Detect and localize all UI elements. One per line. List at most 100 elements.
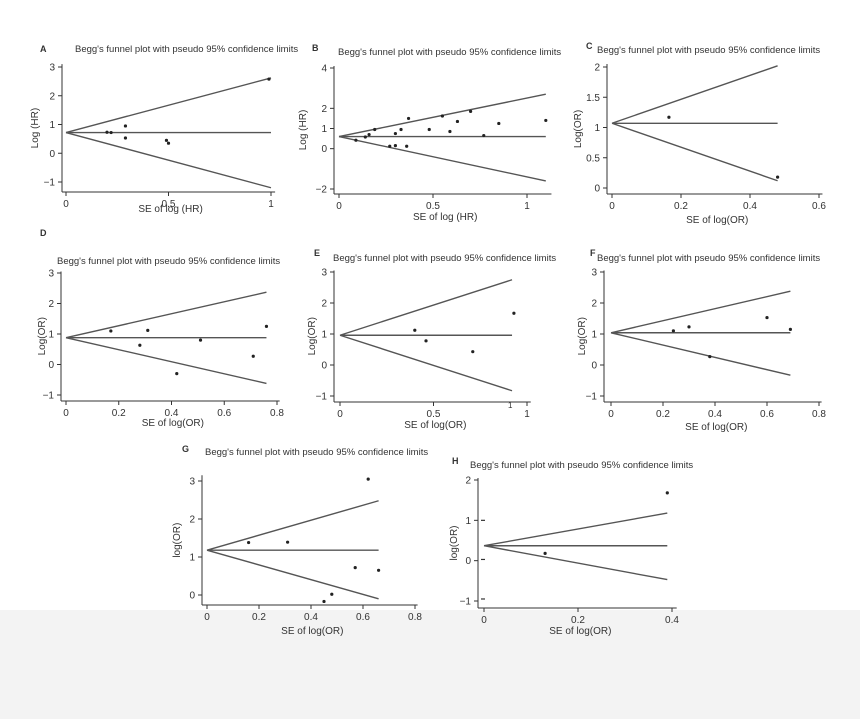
study-point <box>776 175 780 179</box>
y-tick-label: 0 <box>321 144 327 155</box>
x-tick-label: 0.2 <box>674 201 688 212</box>
x-tick-label: 0.2 <box>656 409 670 420</box>
y-tick-label: 2 <box>591 299 597 310</box>
y-tick-label: 1 <box>591 330 597 341</box>
y-tick-label: 1 <box>48 330 54 341</box>
study-point <box>322 599 326 604</box>
panel-label: A <box>40 44 47 54</box>
panel-label: G <box>182 444 189 454</box>
study-point <box>708 355 712 359</box>
y-axis-label: log(OR) <box>172 523 183 558</box>
x-tick-label: 0 <box>63 408 69 419</box>
study-point <box>455 119 460 124</box>
study-point <box>406 116 411 121</box>
study-point <box>665 491 669 495</box>
x-tick-label: 0.6 <box>760 409 774 420</box>
panel-label: F <box>590 248 596 258</box>
study-point <box>105 130 109 134</box>
y-tick-label: 1 <box>189 553 195 564</box>
study-point <box>264 324 269 328</box>
upper-confidence-limit <box>65 77 272 134</box>
panel-a: A Begg's funnel plot with pseudo 95% conf… <box>30 44 298 215</box>
study-point <box>765 315 769 320</box>
study-point <box>363 135 367 139</box>
y-tick-label: 0 <box>48 360 54 371</box>
x-tick-label: 0 <box>63 199 69 210</box>
study-point <box>267 77 271 81</box>
study-point <box>286 540 290 544</box>
x-axis-label: SE of log (HR) <box>413 212 477 223</box>
x-tick-label: 0.4 <box>304 612 318 623</box>
y-tick-label: 4 <box>321 64 327 75</box>
panel-label: E <box>314 248 320 258</box>
y-tick-label: 1 <box>594 123 600 134</box>
study-point <box>497 121 501 126</box>
upper-confidence-limit <box>610 290 791 334</box>
lower-confidence-limit <box>483 545 668 581</box>
x-axis-label: SE of log(OR) <box>142 418 204 429</box>
study-point <box>354 138 358 142</box>
y-tick-label: 1 <box>465 516 471 527</box>
y-axis-label: Log (HR) <box>298 110 309 151</box>
study-point <box>138 343 142 347</box>
y-tick-label: 1 <box>321 124 327 135</box>
y-tick-label: 3 <box>591 268 597 279</box>
panel-title: Begg's funnel plot with pseudo 95% confi… <box>333 253 556 264</box>
bottom-background <box>0 610 860 719</box>
panel-h: H Begg's funnel plot with pseudo 95% conf… <box>449 456 693 637</box>
y-tick-label: 0 <box>591 361 597 372</box>
panel-c: C Begg's funnel plot with pseudo 95% conf… <box>573 41 826 226</box>
x-axis-label: SE of log(OR) <box>281 626 343 637</box>
study-point <box>367 132 371 137</box>
x-tick-label: 0.5 <box>162 199 176 210</box>
x-axis-label: SE of log(OR) <box>685 422 747 433</box>
y-tick-label: −1 <box>586 392 598 403</box>
y-axis-label: Log(OR) <box>37 317 48 355</box>
study-point <box>164 138 169 142</box>
panel-title: Begg's funnel plot with pseudo 95% confi… <box>597 45 820 56</box>
y-tick-label: 0 <box>465 556 471 567</box>
study-point <box>377 568 381 572</box>
y-tick-label: −1 <box>44 178 56 189</box>
y-tick-label: 2 <box>48 299 54 310</box>
x-tick-label: 0 <box>609 201 615 212</box>
study-point <box>373 127 377 132</box>
y-tick-label: 0 <box>594 184 600 195</box>
x-tick-label: 0 <box>336 201 342 212</box>
panel-title: Begg's funnel plot with pseudo 95% confi… <box>470 460 693 471</box>
panel-title: Begg's funnel plot with pseudo 95% confi… <box>338 47 561 58</box>
upper-confidence-limit <box>611 65 778 124</box>
panel-e: E Begg's funnel plot with pseudo 95% conf… <box>307 248 556 431</box>
x-tick-label: 1 <box>524 409 530 420</box>
x-tick-label: 0.4 <box>665 615 679 626</box>
x-tick-label: 0.4 <box>708 409 722 420</box>
study-point <box>123 124 128 128</box>
y-tick-label: 2 <box>594 63 600 74</box>
y-tick-label: 2 <box>321 104 327 115</box>
y-tick-label: 0 <box>189 591 195 602</box>
upper-confidence-limit <box>65 291 267 339</box>
panel-title: Begg's funnel plot with pseudo 95% confi… <box>597 253 820 264</box>
study-point <box>109 329 113 333</box>
study-point <box>109 130 113 135</box>
study-point <box>427 127 431 132</box>
study-point <box>166 141 171 145</box>
study-point <box>424 339 428 343</box>
lower-confidence-limit <box>610 332 791 376</box>
panel-d: D Begg's funnel plot with pseudo 95% conf… <box>37 228 284 429</box>
x-tick-label: 0 <box>481 615 487 626</box>
y-tick-label: 1 <box>49 120 55 131</box>
study-point <box>175 372 179 376</box>
study-point <box>146 328 150 332</box>
study-point <box>469 109 473 113</box>
y-tick-label: 3 <box>49 63 55 74</box>
x-tick-label: 0.8 <box>408 612 422 623</box>
y-axis-label: Log(OR) <box>307 317 318 355</box>
y-axis-label: Log(OR) <box>573 110 584 148</box>
panel-label: B <box>312 43 319 53</box>
study-point <box>667 115 671 119</box>
y-tick-label: 2 <box>189 515 195 526</box>
study-point <box>543 551 547 556</box>
x-tick-label: 0.8 <box>270 408 284 419</box>
